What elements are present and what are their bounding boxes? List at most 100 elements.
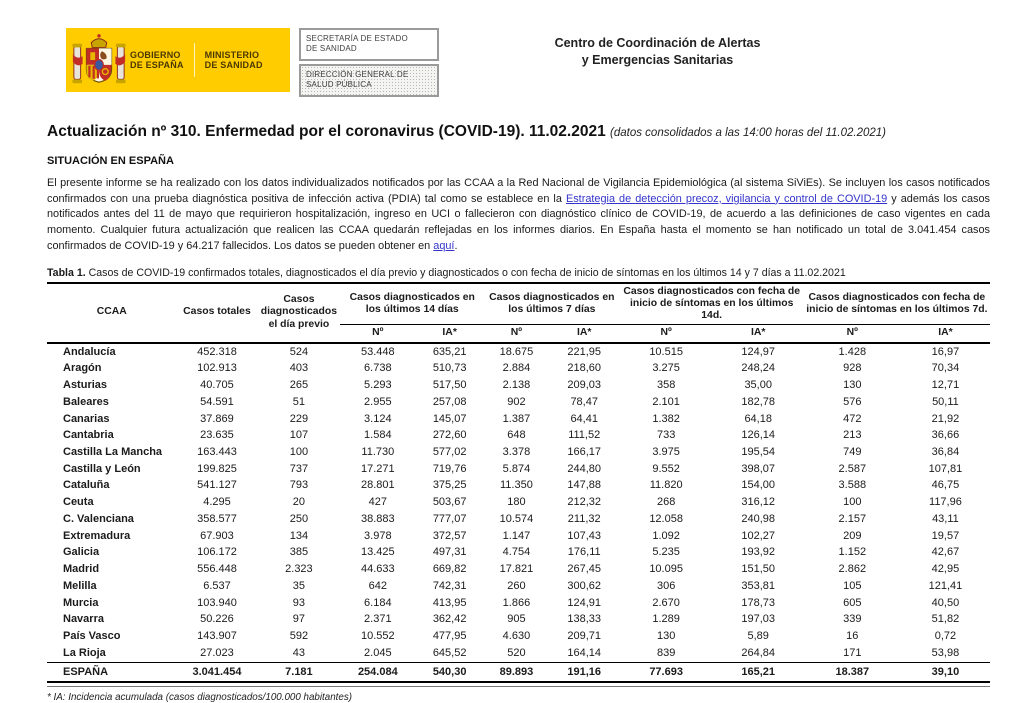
cell-value: 209,71 xyxy=(567,630,602,643)
cell-value: 105 xyxy=(843,579,862,592)
cell-value: 44.633 xyxy=(360,563,395,576)
cell-value: 221,95 xyxy=(567,345,602,358)
cell-value: 540,30 xyxy=(415,661,485,684)
cell-value: 50,11 xyxy=(932,395,959,408)
cell-value: 64,18 xyxy=(744,412,772,425)
cell-value: 316,12 xyxy=(741,496,776,509)
cell-value: 6.537 xyxy=(203,579,231,592)
cell-value: 2.323 xyxy=(285,563,313,576)
cell-value: 1.147 xyxy=(502,529,531,542)
ccaa-name: Castilla La Mancha xyxy=(63,445,163,458)
table-row: País Vasco 143.907 592 10.552 477,95 4.630 209… xyxy=(47,628,990,645)
cell-value: 3.378 xyxy=(502,445,531,458)
table-row: Galicia 106.172 385 13.425 497,31 4.754 176,11… xyxy=(47,544,990,561)
header-casos-totales: Casos totales xyxy=(183,306,251,318)
link-estrategia[interactable]: Estrategia de detección precoz, vigilanc… xyxy=(565,192,888,205)
cell-value: 645,52 xyxy=(432,646,467,659)
cell-value: 2.862 xyxy=(838,563,867,576)
cell-value: 199.825 xyxy=(197,462,237,475)
cell-value: 510,73 xyxy=(432,362,467,375)
cell-value: 193,92 xyxy=(741,546,776,559)
cell-value: 2.955 xyxy=(364,395,392,408)
cell-value: 240,98 xyxy=(741,512,776,525)
cell-value: 64,41 xyxy=(570,412,598,425)
cell-value: 35,00 xyxy=(744,379,772,392)
cell-value: 103.940 xyxy=(197,596,237,609)
cell-value: 3.124 xyxy=(364,412,392,425)
cell-value: 107 xyxy=(289,429,309,442)
table-caption-text: Casos de COVID-19 confirmados totales, d… xyxy=(88,266,846,279)
link-aqui[interactable]: aquí xyxy=(433,239,455,252)
cell-value: 209,03 xyxy=(567,379,602,392)
cell-value: 472 xyxy=(843,412,862,425)
cell-value: 517,50 xyxy=(432,379,467,392)
cell-value: 749 xyxy=(843,445,862,458)
cell-value: 27.023 xyxy=(200,646,234,659)
report-header: GOBIERNO DE ESPAÑA MINISTERIO DE SANIDAD… xyxy=(47,28,990,97)
cell-value: 556.448 xyxy=(197,563,237,576)
cell-value: 100 xyxy=(843,496,862,509)
cell-value: 2.587 xyxy=(838,462,867,475)
cell-value: 11.730 xyxy=(361,445,395,458)
cell-value: 3.275 xyxy=(652,362,680,375)
cell-value: 53.448 xyxy=(360,345,395,358)
cell-value: 43,11 xyxy=(932,512,959,525)
cell-value: 40,50 xyxy=(931,596,960,609)
cell-value: 777,07 xyxy=(432,512,467,525)
cell-value: 124,97 xyxy=(741,345,776,358)
total-row: ESPAÑA 3.041.454 7.181 254.084 540,30 89.893 1… xyxy=(47,661,990,684)
cell-value: 12.058 xyxy=(649,512,683,525)
cell-value: 1.428 xyxy=(838,345,867,358)
cell-value: 742,31 xyxy=(432,579,467,592)
intro-text-1: El presente informe se ha realizado con … xyxy=(47,177,990,205)
cell-value: 106.172 xyxy=(197,546,237,559)
cell-value: 592 xyxy=(289,630,309,643)
cell-value: 339 xyxy=(843,613,862,626)
table-row: Baleares 54.591 51 2.955 257,08 902 78,47 2.101… xyxy=(47,394,990,411)
cell-value: 300,62 xyxy=(567,579,602,592)
cell-value: 50.226 xyxy=(200,613,234,626)
covid-cases-table: CCAA Casos totales Casos diagnosticados … xyxy=(47,281,990,684)
subheader-ia: IA* xyxy=(442,327,457,339)
table-row: Aragón 102.913 403 6.738 510,73 2.884 218,60 3.… xyxy=(47,360,990,377)
table-row: C. Valenciana 358.577 250 38.883 777,07 10.57… xyxy=(47,511,990,528)
cell-value: 1.289 xyxy=(652,613,680,626)
table-row: Cataluña 541.127 793 28.801 375,25 11.350 147,… xyxy=(47,477,990,494)
cell-value: 195,54 xyxy=(741,445,776,458)
ccaa-name: Madrid xyxy=(63,563,100,576)
table-row: Murcia 103.940 93 6.184 413,95 1.866 124,91 2.6… xyxy=(47,595,990,612)
cell-value: 102.913 xyxy=(197,362,237,375)
cell-value: 497,31 xyxy=(432,546,467,559)
cell-value: 250 xyxy=(289,512,309,525)
ccaa-name: Navarra xyxy=(63,613,104,626)
cell-value: 6.184 xyxy=(364,596,392,609)
cell-value: 12,71 xyxy=(931,379,960,392)
spain-coat-of-arms-icon xyxy=(72,34,126,84)
cell-value: 166,17 xyxy=(567,445,602,458)
cell-value: 577,02 xyxy=(432,445,467,458)
cell-value: 733 xyxy=(656,429,676,442)
secretaria-box: SECRETARÍA DE ESTADO DE SANIDAD xyxy=(299,28,439,61)
table-row: Cantabria 23.635 107 1.584 272,60 648 111,52 73… xyxy=(47,427,990,444)
cell-value: 452.318 xyxy=(197,345,237,358)
table-row: Asturias 40.705 265 5.293 517,50 2.138 209,03 3… xyxy=(47,377,990,394)
cell-value: 902 xyxy=(507,395,526,408)
cell-value: 2.371 xyxy=(364,613,392,626)
table-row: Andalucía 452.318 524 53.448 635,21 18.675 221… xyxy=(47,343,990,361)
table-row: Castilla La Mancha 163.443 100 11.730 577,02… xyxy=(47,444,990,461)
cell-value: 398,07 xyxy=(741,462,776,475)
cell-value: 524 xyxy=(289,345,309,358)
cell-value: 145,07 xyxy=(432,412,467,425)
cell-value: 642 xyxy=(368,579,387,592)
cell-value: 3.978 xyxy=(364,529,392,542)
cell-value: 1.382 xyxy=(652,412,680,425)
cell-value: 5.235 xyxy=(652,546,680,559)
cell-value: 2.670 xyxy=(652,596,680,609)
cell-value: 3.041.454 xyxy=(176,661,258,684)
cell-value: 143.907 xyxy=(197,630,237,643)
cell-value: 648 xyxy=(507,429,526,442)
cell-value: 541.127 xyxy=(197,479,237,492)
section-heading: SITUACIÓN EN ESPAÑA xyxy=(47,155,174,167)
cell-value: 427 xyxy=(368,496,387,509)
